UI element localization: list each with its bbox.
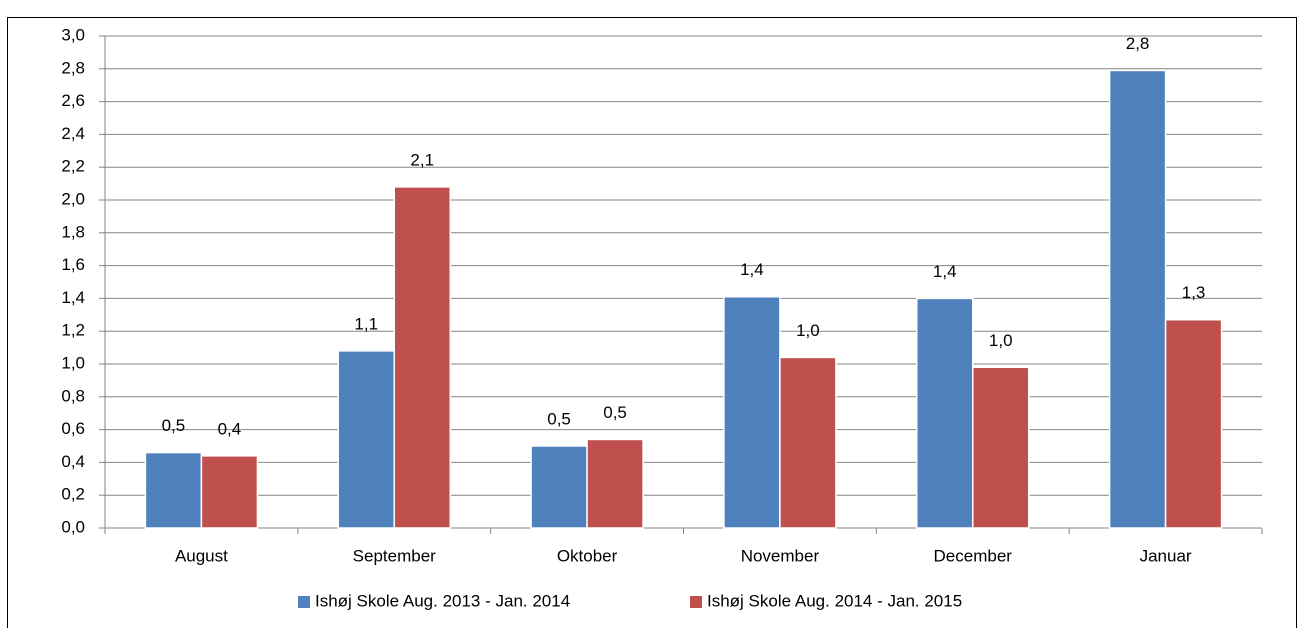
data-label: 0,4: [218, 419, 242, 438]
bar: [1108, 69, 1167, 529]
y-tick-label: 1,4: [61, 288, 85, 307]
data-label: 1,0: [989, 331, 1013, 350]
bar: [586, 438, 644, 529]
data-label: 0,5: [603, 403, 627, 422]
bar: [972, 366, 1030, 529]
legend-swatch: [298, 596, 310, 608]
bar: [144, 451, 203, 529]
x-tick-label: Oktober: [557, 546, 618, 565]
x-tick-label: September: [353, 546, 436, 565]
y-tick-label: 2,8: [61, 58, 85, 77]
y-tick-label: 2,6: [61, 91, 85, 110]
x-tick-label: December: [934, 546, 1013, 565]
bar: [393, 186, 451, 529]
y-tick-label: 2,4: [61, 124, 85, 143]
y-tick-label: 1,2: [61, 321, 85, 340]
data-label: 1,1: [354, 314, 378, 333]
bar: [916, 297, 974, 529]
data-label: 2,8: [1126, 34, 1150, 53]
data-label: 1,4: [933, 262, 957, 281]
y-tick-label: 1,8: [61, 222, 85, 241]
x-tick-label: November: [741, 546, 820, 565]
y-tick-label: 2,2: [61, 157, 85, 176]
x-tick-label: August: [175, 546, 228, 565]
legend-label: Ishøj Skole Aug. 2013 - Jan. 2014: [315, 591, 570, 610]
y-tick-label: 1,6: [61, 255, 85, 274]
bar: [723, 296, 781, 529]
y-tick-label: 0,6: [61, 419, 85, 438]
data-label: 1,4: [740, 260, 764, 279]
y-tick-label: 0,8: [61, 386, 85, 405]
data-label: 2,1: [410, 150, 434, 169]
legend-label: Ishøj Skole Aug. 2014 - Jan. 2015: [707, 591, 962, 610]
y-tick-label: 1,0: [61, 353, 85, 372]
bar: [337, 350, 395, 529]
x-tick-label: Januar: [1140, 546, 1192, 565]
y-tick-label: 0,0: [61, 517, 85, 536]
y-tick-label: 0,2: [61, 485, 85, 504]
bar: [200, 455, 259, 529]
bar: [779, 356, 837, 529]
data-label: 1,3: [1182, 283, 1206, 302]
y-tick-label: 2,0: [61, 189, 85, 208]
data-label: 1,0: [796, 321, 820, 340]
data-label: 0,5: [547, 409, 571, 428]
legend-swatch: [690, 596, 702, 608]
y-tick-label: 0,4: [61, 452, 85, 471]
bar: [530, 445, 588, 529]
bar: [1164, 318, 1223, 529]
data-label: 0,5: [162, 416, 186, 435]
y-tick-label: 3,0: [61, 25, 85, 44]
chart-frame: [7, 17, 1297, 628]
